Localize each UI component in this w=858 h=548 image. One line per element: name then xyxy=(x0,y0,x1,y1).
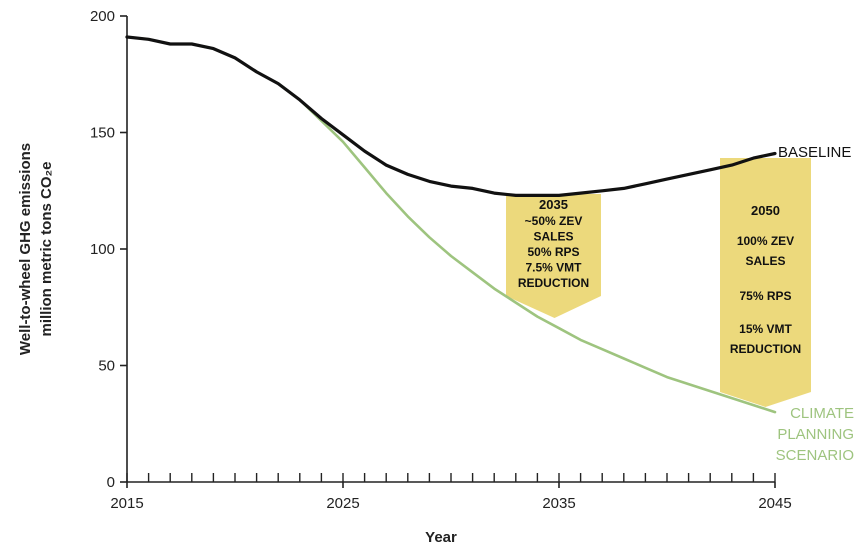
y-axis-title: Well-to-wheel GHG emissions million metri… xyxy=(17,143,55,355)
baseline-label: BASELINE xyxy=(778,144,851,161)
y-tick-label: 150 xyxy=(90,125,115,142)
x-tick-label: 2025 xyxy=(326,495,359,512)
x-tick-label: 2035 xyxy=(542,495,575,512)
x-tick-label: 2015 xyxy=(110,495,143,512)
x-tick-label: 2045 xyxy=(758,495,791,512)
annotation-2050-line: REDUCTION xyxy=(730,342,801,356)
annotation-2035-title: 2035 xyxy=(539,197,568,212)
annotation-2050-box xyxy=(720,158,811,407)
annotation-2035-line: ~50% ZEV xyxy=(525,214,583,228)
annotation-2050-line: 15% VMT xyxy=(739,322,792,336)
annotation-2035-line: SALES xyxy=(533,230,573,244)
annotation-2035-line: REDUCTION xyxy=(518,276,589,290)
annotation-2050-line: 100% ZEV xyxy=(737,234,794,248)
annotation-2035-line: 50% RPS xyxy=(527,245,579,259)
climate-scenario-label: PLANNING xyxy=(777,426,854,443)
y-axis-title-line: million metric tons CO₂e xyxy=(38,161,55,336)
y-tick-label: 100 xyxy=(90,241,115,258)
annotation-2050-line: 75% RPS xyxy=(739,289,791,303)
baseline-line xyxy=(125,35,777,197)
annotation-2050-title: 2050 xyxy=(751,203,780,218)
y-tick-label: 50 xyxy=(98,358,115,375)
annotation-2050-line: SALES xyxy=(745,254,785,268)
annotation-2035-line: 7.5% VMT xyxy=(525,261,582,275)
climate-scenario-label: CLIMATE xyxy=(790,405,854,422)
axes: 0 50 100 150 200 2015 2025 2035 2045 Year Well-to-… xyxy=(17,8,792,546)
series-layer xyxy=(125,35,777,414)
y-tick-label: 200 xyxy=(90,8,115,25)
annotation-2035-box xyxy=(506,194,601,318)
y-tick-label: 0 xyxy=(107,474,115,491)
climate-scenario-label: SCENARIO xyxy=(776,447,854,464)
label-layer: BASELINE CLIMATE PLANNING SCENARIO xyxy=(776,144,854,464)
x-axis-title: Year xyxy=(425,529,457,546)
climate-scenario-line xyxy=(125,35,777,414)
y-axis-title-line: Well-to-wheel GHG emissions xyxy=(17,143,34,355)
